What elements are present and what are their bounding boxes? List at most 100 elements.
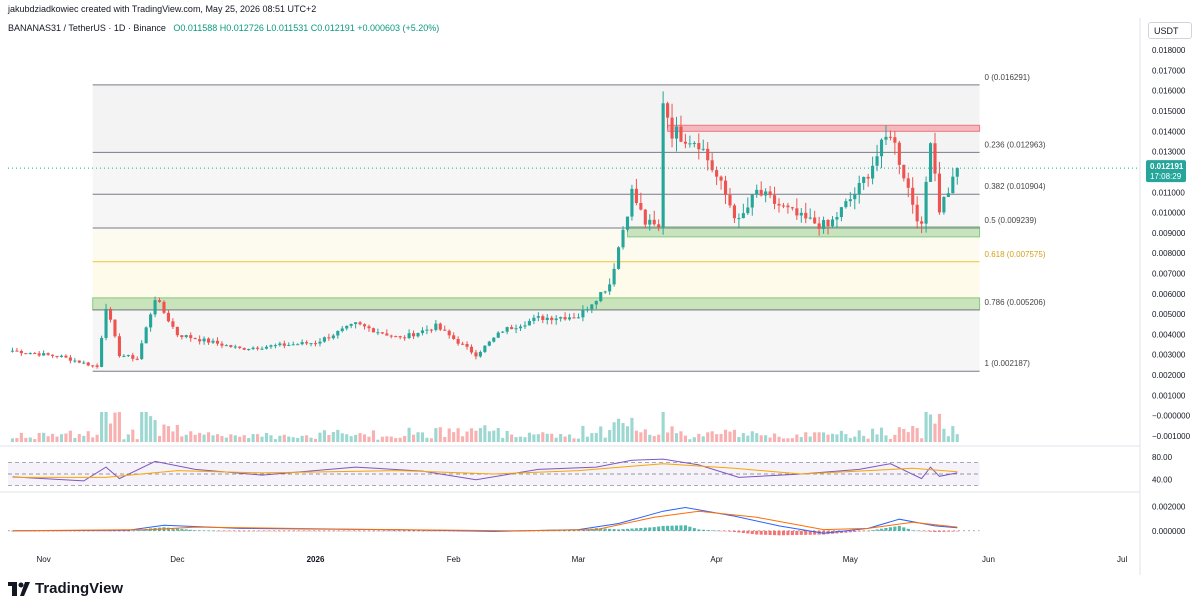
- candle-body[interactable]: [612, 268, 616, 285]
- candle-body[interactable]: [875, 156, 879, 166]
- candle-body[interactable]: [474, 352, 478, 357]
- candle-body[interactable]: [55, 355, 59, 357]
- candle-body[interactable]: [153, 300, 157, 315]
- candle-body[interactable]: [349, 323, 353, 326]
- candle-body[interactable]: [51, 354, 55, 356]
- candle-body[interactable]: [238, 346, 242, 348]
- candle-body[interactable]: [759, 189, 763, 196]
- candle-body[interactable]: [215, 340, 220, 344]
- candle-body[interactable]: [104, 308, 108, 338]
- candle-body[interactable]: [839, 207, 843, 218]
- candle-body[interactable]: [469, 346, 474, 353]
- candle-body[interactable]: [135, 358, 139, 360]
- candle-body[interactable]: [777, 203, 781, 206]
- candle-body[interactable]: [897, 142, 901, 165]
- currency-label[interactable]: USDT: [1148, 22, 1192, 39]
- candle-body[interactable]: [340, 328, 344, 332]
- symbol-title[interactable]: BANANAS31 / TetherUS · 1D · Binance: [8, 23, 166, 33]
- candle-body[interactable]: [291, 344, 295, 346]
- candle-body[interactable]: [434, 323, 438, 330]
- candle-body[interactable]: [955, 168, 959, 177]
- candle-body[interactable]: [670, 117, 674, 139]
- candle-body[interactable]: [126, 355, 130, 357]
- candle-body[interactable]: [554, 318, 558, 321]
- candle-body[interactable]: [848, 199, 852, 202]
- candle-body[interactable]: [193, 338, 197, 340]
- candle-body[interactable]: [300, 342, 304, 345]
- candle-body[interactable]: [398, 336, 402, 338]
- candle-body[interactable]: [487, 341, 491, 346]
- candle-body[interactable]: [171, 321, 175, 327]
- candle-body[interactable]: [296, 344, 300, 346]
- candle-body[interactable]: [24, 353, 28, 355]
- candle-body[interactable]: [902, 164, 906, 179]
- candle-body[interactable]: [737, 218, 741, 220]
- candle-body[interactable]: [162, 301, 166, 313]
- candle-body[interactable]: [278, 343, 282, 346]
- candle-body[interactable]: [202, 338, 206, 342]
- candle-body[interactable]: [617, 247, 621, 269]
- candle-body[interactable]: [305, 342, 309, 344]
- candle-body[interactable]: [871, 165, 875, 179]
- candle-body[interactable]: [144, 327, 148, 344]
- candle-body[interactable]: [661, 103, 665, 228]
- candle-body[interactable]: [933, 143, 937, 174]
- candle-body[interactable]: [416, 333, 420, 337]
- candle-body[interactable]: [906, 178, 910, 188]
- candle-body[interactable]: [10, 350, 15, 352]
- candle-body[interactable]: [527, 320, 531, 326]
- candle-body[interactable]: [741, 213, 745, 219]
- candle-body[interactable]: [77, 360, 81, 363]
- candle-body[interactable]: [465, 343, 469, 347]
- candle-body[interactable]: [510, 327, 514, 330]
- candle-body[interactable]: [322, 337, 326, 342]
- candle-body[interactable]: [750, 194, 754, 208]
- candle-body[interactable]: [621, 229, 625, 248]
- candle-body[interactable]: [501, 331, 505, 333]
- candle-body[interactable]: [946, 193, 950, 197]
- candle-body[interactable]: [844, 201, 848, 208]
- candle-body[interactable]: [117, 336, 121, 357]
- candle-body[interactable]: [380, 332, 384, 334]
- candle-body[interactable]: [830, 219, 835, 227]
- candle-body[interactable]: [808, 217, 812, 219]
- candle-body[interactable]: [251, 347, 255, 350]
- candle-body[interactable]: [572, 317, 576, 319]
- candle-body[interactable]: [920, 221, 924, 224]
- candle-body[interactable]: [309, 343, 313, 345]
- candle-body[interactable]: [233, 346, 237, 348]
- candle-body[interactable]: [282, 343, 286, 346]
- candle-body[interactable]: [608, 284, 612, 292]
- candle-body[interactable]: [795, 208, 799, 216]
- candle-body[interactable]: [563, 317, 567, 320]
- candle-body[interactable]: [46, 353, 50, 355]
- candle-body[interactable]: [822, 220, 826, 229]
- candle-body[interactable]: [857, 182, 861, 195]
- candle-body[interactable]: [567, 317, 572, 320]
- candle-body[interactable]: [394, 336, 398, 338]
- candle-body[interactable]: [799, 212, 803, 216]
- candle-body[interactable]: [781, 205, 786, 207]
- candle-body[interactable]: [599, 291, 603, 302]
- candle-body[interactable]: [532, 317, 536, 321]
- candle-body[interactable]: [523, 325, 527, 327]
- candle-body[interactable]: [287, 344, 291, 346]
- candle-body[interactable]: [140, 343, 144, 360]
- candle-body[interactable]: [790, 207, 794, 209]
- candle-body[interactable]: [73, 360, 77, 362]
- candle-body[interactable]: [224, 345, 228, 347]
- candle-body[interactable]: [804, 212, 808, 219]
- candle-body[interactable]: [937, 173, 942, 213]
- candle-body[interactable]: [376, 332, 380, 334]
- candle-body[interactable]: [674, 126, 679, 139]
- candle-body[interactable]: [581, 309, 585, 318]
- candle-body[interactable]: [630, 188, 634, 217]
- candle-body[interactable]: [826, 220, 830, 227]
- candle-body[interactable]: [452, 335, 456, 340]
- candle-body[interactable]: [166, 312, 171, 322]
- candle-body[interactable]: [175, 326, 179, 336]
- candle-body[interactable]: [260, 348, 264, 350]
- candle-body[interactable]: [68, 357, 72, 361]
- candle-body[interactable]: [385, 333, 389, 336]
- candle-body[interactable]: [710, 160, 714, 171]
